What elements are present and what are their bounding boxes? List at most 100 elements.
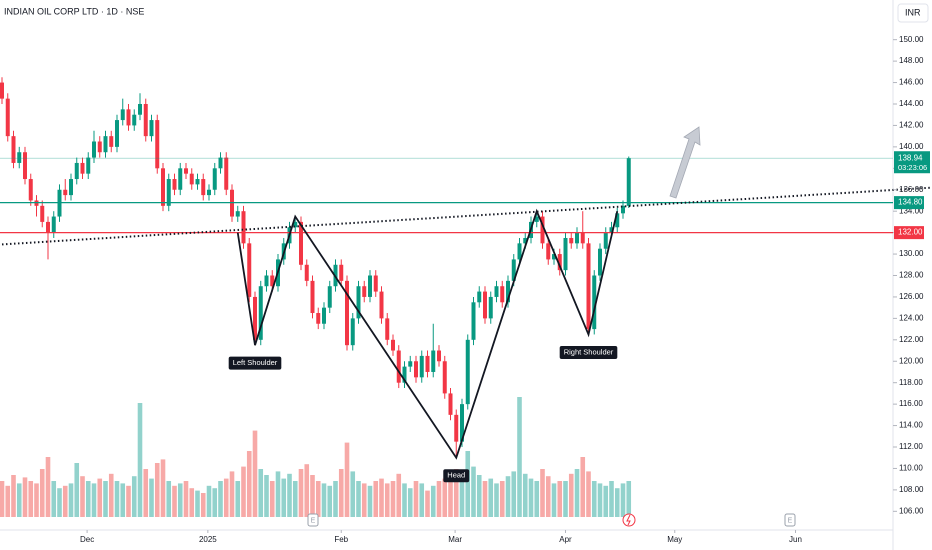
y-tick-label: 146.00 [899, 78, 924, 87]
candle-body [391, 339, 395, 351]
candle-body [189, 173, 194, 185]
volume-bar [80, 476, 85, 517]
volume-bar [453, 469, 459, 517]
x-tick-label: Jun [789, 535, 802, 544]
y-tick-label: 130.00 [899, 249, 924, 258]
x-tick-label: Mar [448, 535, 462, 544]
candle-body [258, 286, 263, 340]
candle-body [5, 98, 10, 137]
volume-bar [160, 459, 166, 517]
candle-body [207, 189, 211, 196]
candle-body [379, 291, 384, 319]
candle-body [368, 275, 372, 297]
candle-body [575, 232, 579, 244]
candle-body [540, 216, 545, 244]
volume-bar [591, 481, 597, 517]
volume-bar [131, 476, 137, 517]
volume-bar [62, 485, 68, 517]
candle-body [385, 318, 390, 340]
y-tick-label: 142.00 [899, 121, 924, 130]
candle-body [465, 339, 470, 405]
candle-body [414, 361, 418, 378]
chart-title: INDIAN OIL CORP LTD · 1D · NSE [4, 6, 144, 16]
candle-body [212, 168, 217, 190]
candle-body [615, 213, 620, 228]
candle-body [63, 189, 68, 196]
y-tick-label: 112.00 [899, 442, 923, 451]
volume-bar [304, 464, 310, 517]
candle-body [477, 291, 482, 303]
volume-bar [287, 473, 292, 517]
candle-body [224, 157, 229, 190]
y-tick-label: 148.00 [899, 56, 924, 65]
volume-bar [528, 478, 534, 517]
volume-bar [563, 481, 568, 517]
volume-bar [315, 481, 321, 517]
volume-bar [281, 478, 287, 517]
volume-bar [551, 483, 557, 517]
candle-body [155, 120, 160, 169]
target-arrow [669, 126, 701, 199]
candle-body [293, 221, 298, 228]
volume-bar [333, 481, 338, 517]
candle-body [138, 103, 142, 115]
volume-bar [172, 485, 177, 517]
volume-bar [609, 481, 614, 517]
candle-body [126, 109, 131, 126]
volume-bar [367, 485, 373, 517]
currency-box[interactable] [897, 3, 929, 23]
volume-bar [223, 478, 229, 517]
dividend-marker [622, 513, 636, 527]
volume-bar [189, 488, 195, 517]
volume-bar [425, 490, 430, 517]
candle-body [534, 216, 539, 222]
candle-body [132, 114, 137, 126]
volume-bar [298, 469, 304, 517]
candle-body [362, 286, 367, 297]
candle-body [500, 286, 505, 303]
volume-bar [45, 457, 51, 517]
trendline [1, 186, 932, 246]
candle-body [28, 179, 33, 201]
candle-body [517, 243, 522, 260]
volume-bar [252, 430, 258, 517]
volume-bar [350, 471, 356, 517]
candle-body [523, 237, 528, 244]
candle-body [166, 179, 171, 206]
candle-body [327, 286, 332, 308]
volume-bar [494, 483, 499, 517]
annotation: Left Shoulder [233, 358, 278, 367]
volume-bar [373, 481, 379, 517]
level-label: 132.00 [898, 228, 923, 237]
candle-body [264, 275, 269, 287]
volume-bar [499, 481, 505, 517]
volume-bar [149, 478, 154, 517]
level-label: 134.80 [898, 198, 923, 207]
volume-bar [540, 469, 545, 517]
volume-bar [568, 473, 574, 517]
volume-bar [126, 485, 131, 517]
y-tick-label: 108.00 [899, 485, 924, 494]
volume-bar [603, 485, 609, 517]
candle-body [437, 350, 441, 362]
volume-bar [384, 483, 390, 517]
y-tick-label: 122.00 [899, 335, 924, 344]
volume-bar [482, 481, 488, 517]
candle-body [97, 141, 102, 153]
candle-body [235, 211, 240, 217]
volume-bar [327, 485, 333, 517]
candle-body [149, 120, 154, 137]
volume-bar [430, 485, 436, 517]
candle-body [86, 157, 91, 174]
volume-bar [459, 471, 465, 517]
y-tick-label: 124.00 [899, 313, 924, 322]
candle-body [23, 152, 27, 180]
volume-bar [212, 488, 218, 517]
volume-bar [597, 483, 603, 517]
candle-body [563, 237, 568, 271]
volume-bar [413, 481, 419, 517]
volume-bar [85, 481, 91, 517]
volume-bar [390, 481, 396, 517]
volume-bar [39, 469, 45, 517]
